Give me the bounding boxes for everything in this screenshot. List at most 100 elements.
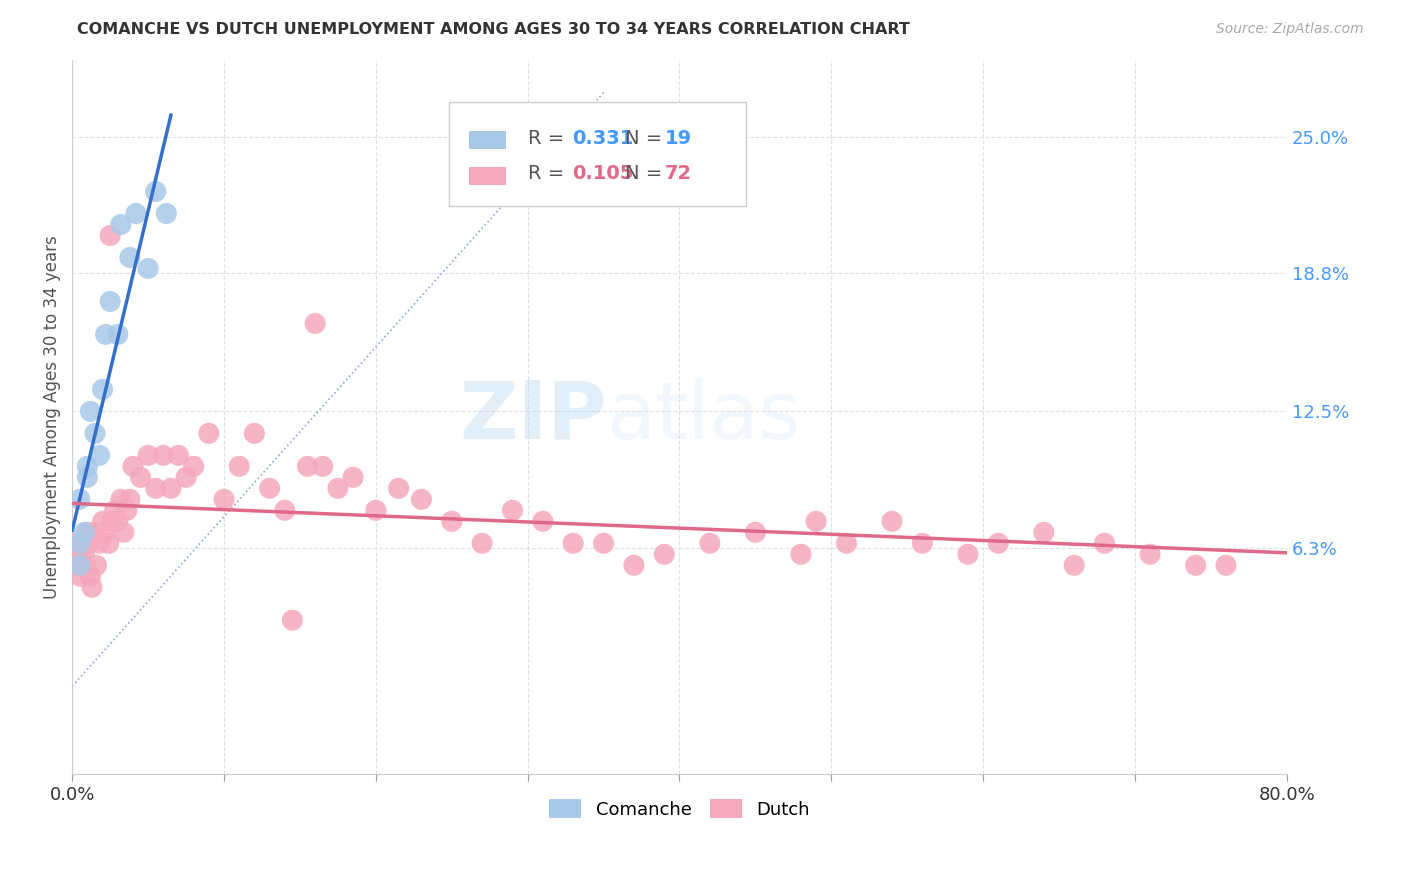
Point <box>198 426 221 441</box>
Point <box>744 525 766 540</box>
Point <box>76 470 98 484</box>
Point <box>152 448 174 462</box>
Point <box>84 426 107 441</box>
Point <box>115 503 138 517</box>
Text: 19: 19 <box>665 128 692 148</box>
Point <box>440 514 463 528</box>
FancyBboxPatch shape <box>449 103 747 206</box>
Point <box>699 536 721 550</box>
Point <box>281 613 304 627</box>
Point <box>122 459 145 474</box>
Point <box>471 536 494 550</box>
Point <box>73 525 96 540</box>
Point <box>1063 558 1085 573</box>
Point <box>94 525 117 540</box>
Text: N =: N = <box>624 128 668 148</box>
Point <box>1094 536 1116 550</box>
Point <box>91 383 114 397</box>
Text: ZIP: ZIP <box>460 378 606 456</box>
Text: atlas: atlas <box>606 378 801 456</box>
Point <box>183 459 205 474</box>
Point <box>110 492 132 507</box>
Point <box>531 514 554 528</box>
Point <box>145 481 167 495</box>
Point <box>97 536 120 550</box>
FancyBboxPatch shape <box>470 131 506 149</box>
Point <box>77 536 100 550</box>
Point <box>835 536 858 550</box>
Point <box>274 503 297 517</box>
Point <box>1139 547 1161 561</box>
Text: 0.105: 0.105 <box>572 164 634 184</box>
Point <box>243 426 266 441</box>
Point <box>297 459 319 474</box>
Point <box>1032 525 1054 540</box>
Point <box>80 580 103 594</box>
Point <box>70 558 93 573</box>
Point <box>304 317 326 331</box>
Point <box>67 558 90 573</box>
Point <box>69 558 91 573</box>
Point <box>79 569 101 583</box>
Point <box>125 206 148 220</box>
Point <box>107 327 129 342</box>
Point <box>100 514 122 528</box>
Legend: Comanche, Dutch: Comanche, Dutch <box>541 792 817 826</box>
Point <box>259 481 281 495</box>
Point <box>987 536 1010 550</box>
Text: R =: R = <box>527 164 571 184</box>
Point <box>104 503 127 517</box>
Text: N =: N = <box>624 164 668 184</box>
Point <box>364 503 387 517</box>
Point <box>212 492 235 507</box>
Point <box>790 547 813 561</box>
Point <box>562 536 585 550</box>
Text: 72: 72 <box>665 164 692 184</box>
Point <box>326 481 349 495</box>
Point <box>118 251 141 265</box>
Point <box>107 514 129 528</box>
Point <box>136 448 159 462</box>
Point <box>155 206 177 220</box>
Point <box>79 404 101 418</box>
Point <box>160 481 183 495</box>
Point <box>312 459 335 474</box>
Point <box>91 514 114 528</box>
Point <box>75 558 97 573</box>
FancyBboxPatch shape <box>470 167 506 185</box>
Point <box>129 470 152 484</box>
Text: R =: R = <box>527 128 571 148</box>
Point <box>136 261 159 276</box>
Point <box>69 536 91 550</box>
Point <box>89 536 111 550</box>
Point <box>145 185 167 199</box>
Point <box>110 218 132 232</box>
Point <box>94 327 117 342</box>
Point <box>501 503 523 517</box>
Text: Source: ZipAtlas.com: Source: ZipAtlas.com <box>1216 22 1364 37</box>
Point <box>73 547 96 561</box>
Point <box>65 536 87 550</box>
Point <box>804 514 827 528</box>
Point <box>228 459 250 474</box>
Point <box>1215 558 1237 573</box>
Point <box>118 492 141 507</box>
Point <box>98 294 121 309</box>
Point <box>652 547 675 561</box>
Point <box>1184 558 1206 573</box>
Point <box>880 514 903 528</box>
Point <box>89 448 111 462</box>
Point <box>84 525 107 540</box>
Point <box>69 569 91 583</box>
Point <box>592 536 614 550</box>
Point <box>98 228 121 243</box>
Point <box>623 558 645 573</box>
Text: COMANCHE VS DUTCH UNEMPLOYMENT AMONG AGES 30 TO 34 YEARS CORRELATION CHART: COMANCHE VS DUTCH UNEMPLOYMENT AMONG AGE… <box>77 22 910 37</box>
Point <box>72 536 94 550</box>
Point <box>956 547 979 561</box>
Point <box>86 558 108 573</box>
Point <box>112 525 135 540</box>
Point <box>66 547 89 561</box>
Point <box>76 459 98 474</box>
Point <box>174 470 197 484</box>
